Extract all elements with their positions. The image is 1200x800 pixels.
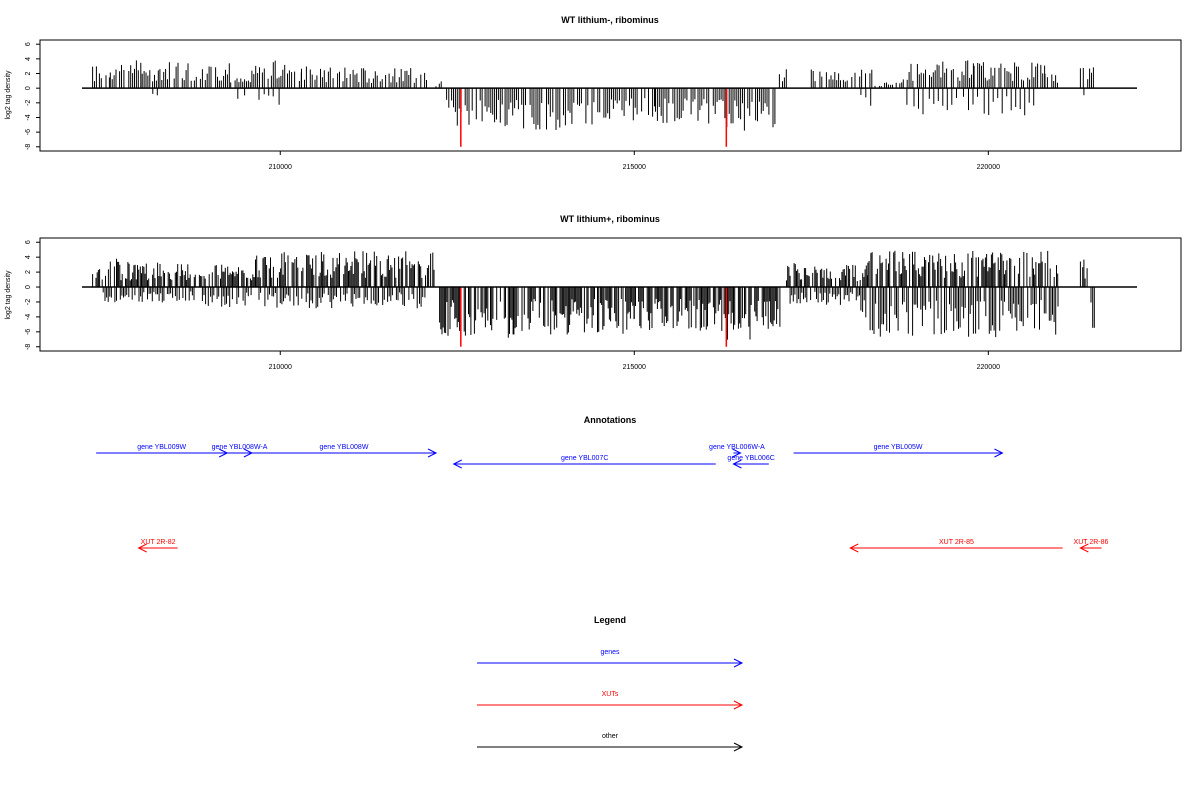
y-tick-label: -4 bbox=[25, 114, 32, 120]
gene-label: gene YBL005W bbox=[874, 444, 923, 451]
gene-label: gene YBL007C bbox=[561, 455, 608, 462]
x-axis: 210000 215000 220000 bbox=[269, 351, 1000, 371]
panel-title: WT lithium+, ribominus bbox=[560, 214, 660, 224]
gene-arrow bbox=[251, 448, 438, 458]
gene-arrow bbox=[732, 459, 769, 469]
gene-arrow bbox=[452, 459, 716, 469]
gene-label: gene YBL006C bbox=[727, 455, 774, 462]
y-tick-label: 6 bbox=[25, 240, 32, 244]
legend-arrow-head bbox=[733, 700, 744, 710]
legend-arrow bbox=[477, 658, 744, 668]
legend-label: other bbox=[602, 733, 619, 740]
coverage-bars bbox=[92, 60, 1094, 131]
legend-arrow bbox=[477, 742, 744, 752]
y-tick-label: 0 bbox=[25, 86, 32, 90]
y-tick-label: 4 bbox=[25, 57, 32, 61]
legend-title: Legend bbox=[594, 615, 626, 625]
y-tick-label: 2 bbox=[25, 71, 32, 75]
legend-label: XUTs bbox=[602, 691, 619, 698]
x-tick-label: 210000 bbox=[269, 364, 292, 371]
y-axis-label: log2 tag density bbox=[5, 70, 12, 120]
y-tick-label: -2 bbox=[25, 299, 32, 305]
x-tick-label: 215000 bbox=[623, 164, 646, 171]
y-tick-label: -4 bbox=[25, 314, 32, 320]
legend: Legend genes XUTs other bbox=[477, 615, 744, 752]
xut-arrow bbox=[1079, 543, 1102, 553]
y-tick-label: -2 bbox=[25, 100, 32, 106]
xut-label: XUT 2R-86 bbox=[1074, 539, 1109, 546]
legend-items: genes XUTs other bbox=[477, 649, 744, 752]
gene-label: gene YBL009W bbox=[137, 444, 186, 451]
annotations-title: Annotations bbox=[584, 415, 637, 425]
legend-arrow-head bbox=[733, 658, 744, 668]
gene-label: gene YBL008W-A bbox=[212, 444, 268, 451]
xut-label: XUT 2R-82 bbox=[141, 539, 176, 546]
highlight-lines bbox=[460, 88, 728, 147]
x-tick-label: 215000 bbox=[623, 364, 646, 371]
y-axis: -8 -6 -4 -2 0 2 4 6 bbox=[25, 240, 41, 350]
y-tick-label: 4 bbox=[25, 255, 32, 259]
xut-arrow-head bbox=[1079, 543, 1089, 553]
gene-arrow-head bbox=[732, 459, 742, 469]
xut-arrow bbox=[849, 543, 1063, 553]
y-tick-label: -8 bbox=[25, 344, 32, 350]
gene-label: gene YBL006W-A bbox=[709, 444, 765, 451]
gene-arrow bbox=[793, 448, 1004, 458]
y-tick-label: -6 bbox=[25, 329, 32, 335]
y-tick-label: 2 bbox=[25, 270, 32, 274]
y-axis: -8 -6 -4 -2 0 2 4 6 bbox=[25, 42, 41, 150]
gene-arrow bbox=[732, 448, 742, 458]
annotations-track: Annotations gene YBL009W gene YBL008W-A ge… bbox=[96, 415, 1109, 553]
legend-label: genes bbox=[600, 649, 620, 656]
panel-title: WT lithium-, ribominus bbox=[561, 15, 659, 25]
x-tick-label: 220000 bbox=[977, 164, 1000, 171]
gene-arrow-head bbox=[452, 459, 462, 469]
x-tick-label: 210000 bbox=[269, 164, 292, 171]
y-tick-label: -8 bbox=[25, 144, 32, 150]
xut-arrow bbox=[137, 543, 178, 553]
legend-arrow-head bbox=[733, 742, 744, 752]
gene-arrow-head bbox=[994, 448, 1004, 458]
track-panel-lithium-plus: WT lithium+, ribominus log2 tag density … bbox=[5, 214, 1182, 371]
xut-label: XUT 2R-85 bbox=[939, 539, 974, 546]
gene-arrow-head bbox=[427, 448, 438, 458]
gene-arrow-head bbox=[732, 448, 742, 458]
y-tick-label: -6 bbox=[25, 129, 32, 135]
plot-frame bbox=[39, 39, 1182, 152]
xut-arrows: XUT 2R-82 XUT 2R-85 XUT 2R-86 bbox=[137, 539, 1109, 553]
y-tick-label: 0 bbox=[25, 285, 32, 289]
x-tick-label: 220000 bbox=[977, 364, 1000, 371]
gene-arrows: gene YBL009W gene YBL008W-A gene YBL008W ge… bbox=[96, 444, 1004, 469]
coverage-bars bbox=[92, 250, 1095, 340]
y-axis-label: log2 tag density bbox=[5, 270, 12, 320]
y-tick-label: 6 bbox=[25, 42, 32, 46]
track-panel-lithium-minus: WT lithium-, ribominus log2 tag density … bbox=[5, 15, 1182, 171]
xut-arrow-head bbox=[137, 543, 147, 553]
legend-arrow bbox=[477, 700, 744, 710]
x-axis: 210000 215000 220000 bbox=[269, 151, 1000, 171]
xut-arrow-head bbox=[849, 543, 859, 553]
gene-label: gene YBL008W bbox=[320, 444, 369, 451]
highlight-lines bbox=[460, 287, 728, 347]
